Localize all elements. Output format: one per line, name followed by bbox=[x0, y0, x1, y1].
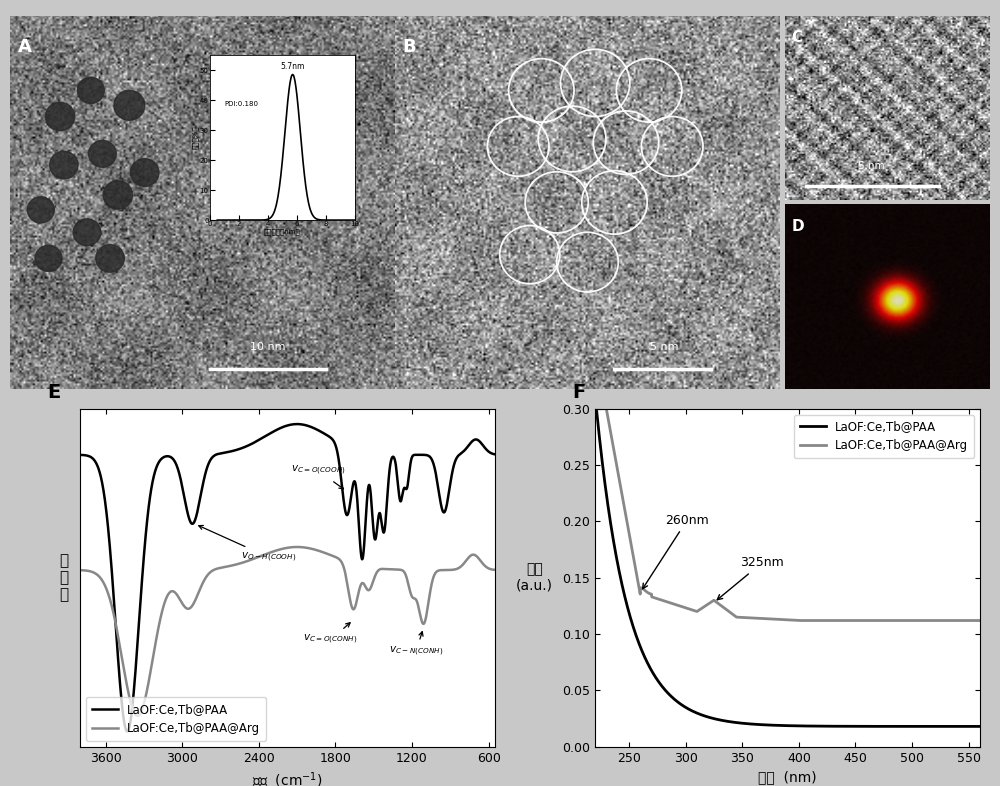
LaOF:Ce,Tb@PAA@Arg bbox=[442, 565, 454, 575]
LaOF:Ce,Tb@PAA bbox=[974, 722, 986, 731]
LaOF:Ce,Tb@PAA bbox=[127, 698, 139, 707]
LaOF:Ce,Tb@PAA@Arg bbox=[793, 615, 805, 625]
Text: 5.7nm: 5.7nm bbox=[280, 61, 305, 71]
Text: F: F bbox=[572, 383, 585, 402]
LaOF:Ce,Tb@PAA bbox=[291, 420, 303, 429]
LaOF:Ce,Tb@PAA@Arg bbox=[767, 615, 779, 624]
Line: LaOF:Ce,Tb@PAA: LaOF:Ce,Tb@PAA bbox=[595, 409, 980, 726]
Text: D: D bbox=[791, 219, 804, 234]
Text: 5 nm: 5 nm bbox=[858, 161, 884, 171]
LaOF:Ce,Tb@PAA@Arg bbox=[752, 614, 764, 623]
Circle shape bbox=[73, 219, 101, 246]
Text: E: E bbox=[47, 383, 60, 402]
LaOF:Ce,Tb@PAA@Arg bbox=[760, 614, 772, 623]
X-axis label: 波数  (cm$^{-1}$): 波数 (cm$^{-1}$) bbox=[252, 770, 323, 786]
LaOF:Ce,Tb@PAA@Arg bbox=[291, 542, 303, 552]
X-axis label: 波长  (nm): 波长 (nm) bbox=[758, 770, 817, 784]
Circle shape bbox=[27, 196, 54, 223]
LaOF:Ce,Tb@PAA bbox=[589, 404, 601, 413]
Text: A: A bbox=[18, 39, 32, 56]
Text: $v_{C=O(COOH)}$: $v_{C=O(COOH)}$ bbox=[291, 464, 346, 489]
LaOF:Ce,Tb@PAA@Arg bbox=[417, 619, 429, 629]
LaOF:Ce,Tb@PAA bbox=[74, 450, 86, 460]
LaOF:Ce,Tb@PAA@Arg bbox=[82, 566, 94, 575]
Line: LaOF:Ce,Tb@PAA: LaOF:Ce,Tb@PAA bbox=[80, 424, 495, 731]
Circle shape bbox=[35, 245, 62, 271]
Circle shape bbox=[131, 159, 159, 186]
X-axis label: 水合粒径（nm）: 水合粒径（nm） bbox=[264, 229, 301, 236]
Y-axis label: 透
过
率: 透 过 率 bbox=[59, 553, 68, 603]
LaOF:Ce,Tb@PAA bbox=[442, 495, 454, 505]
Legend: LaOF:Ce,Tb@PAA, LaOF:Ce,Tb@PAA@Arg: LaOF:Ce,Tb@PAA, LaOF:Ce,Tb@PAA@Arg bbox=[794, 415, 974, 458]
LaOF:Ce,Tb@PAA bbox=[767, 721, 779, 730]
LaOF:Ce,Tb@PAA@Arg bbox=[131, 711, 143, 721]
LaOF:Ce,Tb@PAA bbox=[808, 722, 820, 731]
LaOF:Ce,Tb@PAA@Arg bbox=[634, 583, 646, 593]
Text: $v_{O-H(COOH)}$: $v_{O-H(COOH)}$ bbox=[199, 526, 296, 564]
Text: 325nm: 325nm bbox=[717, 556, 784, 600]
LaOF:Ce,Tb@PAA bbox=[312, 425, 324, 435]
Text: 260nm: 260nm bbox=[643, 513, 709, 589]
Text: PDI:0.180: PDI:0.180 bbox=[224, 101, 258, 107]
Line: LaOF:Ce,Tb@PAA@Arg: LaOF:Ce,Tb@PAA@Arg bbox=[80, 547, 495, 716]
Y-axis label: 分布（%）: 分布（%） bbox=[192, 126, 198, 149]
LaOF:Ce,Tb@PAA bbox=[417, 450, 429, 460]
LaOF:Ce,Tb@PAA@Arg bbox=[589, 404, 601, 413]
Text: $v_{C=O(CONH)}$: $v_{C=O(CONH)}$ bbox=[303, 623, 358, 646]
LaOF:Ce,Tb@PAA@Arg bbox=[74, 565, 86, 575]
LaOF:Ce,Tb@PAA@Arg bbox=[330, 553, 342, 562]
LaOF:Ce,Tb@PAA bbox=[330, 442, 342, 451]
Text: B: B bbox=[403, 39, 416, 56]
Circle shape bbox=[103, 181, 132, 209]
Legend: LaOF:Ce,Tb@PAA, LaOF:Ce,Tb@PAA@Arg: LaOF:Ce,Tb@PAA, LaOF:Ce,Tb@PAA@Arg bbox=[86, 697, 266, 740]
LaOF:Ce,Tb@PAA bbox=[752, 720, 764, 729]
LaOF:Ce,Tb@PAA bbox=[634, 642, 646, 652]
LaOF:Ce,Tb@PAA bbox=[489, 450, 501, 459]
Line: LaOF:Ce,Tb@PAA@Arg: LaOF:Ce,Tb@PAA@Arg bbox=[595, 409, 980, 620]
Text: C: C bbox=[791, 31, 802, 46]
Y-axis label: 吸收
(a.u.): 吸收 (a.u.) bbox=[516, 563, 553, 593]
Circle shape bbox=[45, 102, 75, 130]
LaOF:Ce,Tb@PAA bbox=[121, 726, 133, 736]
Circle shape bbox=[77, 77, 104, 104]
Circle shape bbox=[114, 90, 145, 120]
LaOF:Ce,Tb@PAA@Arg bbox=[127, 704, 139, 714]
LaOF:Ce,Tb@PAA@Arg bbox=[974, 615, 986, 625]
Text: 10 nm: 10 nm bbox=[250, 342, 286, 352]
LaOF:Ce,Tb@PAA bbox=[619, 592, 631, 601]
Circle shape bbox=[50, 151, 78, 179]
Text: $v_{C-N(CONH)}$: $v_{C-N(CONH)}$ bbox=[389, 632, 443, 658]
LaOF:Ce,Tb@PAA@Arg bbox=[619, 505, 631, 515]
LaOF:Ce,Tb@PAA@Arg bbox=[489, 565, 501, 575]
Circle shape bbox=[89, 141, 116, 167]
LaOF:Ce,Tb@PAA bbox=[760, 720, 772, 729]
Circle shape bbox=[96, 244, 124, 272]
LaOF:Ce,Tb@PAA@Arg bbox=[808, 615, 820, 625]
LaOF:Ce,Tb@PAA@Arg bbox=[312, 545, 324, 555]
Text: 5 nm: 5 nm bbox=[650, 342, 679, 352]
LaOF:Ce,Tb@PAA bbox=[82, 451, 94, 461]
